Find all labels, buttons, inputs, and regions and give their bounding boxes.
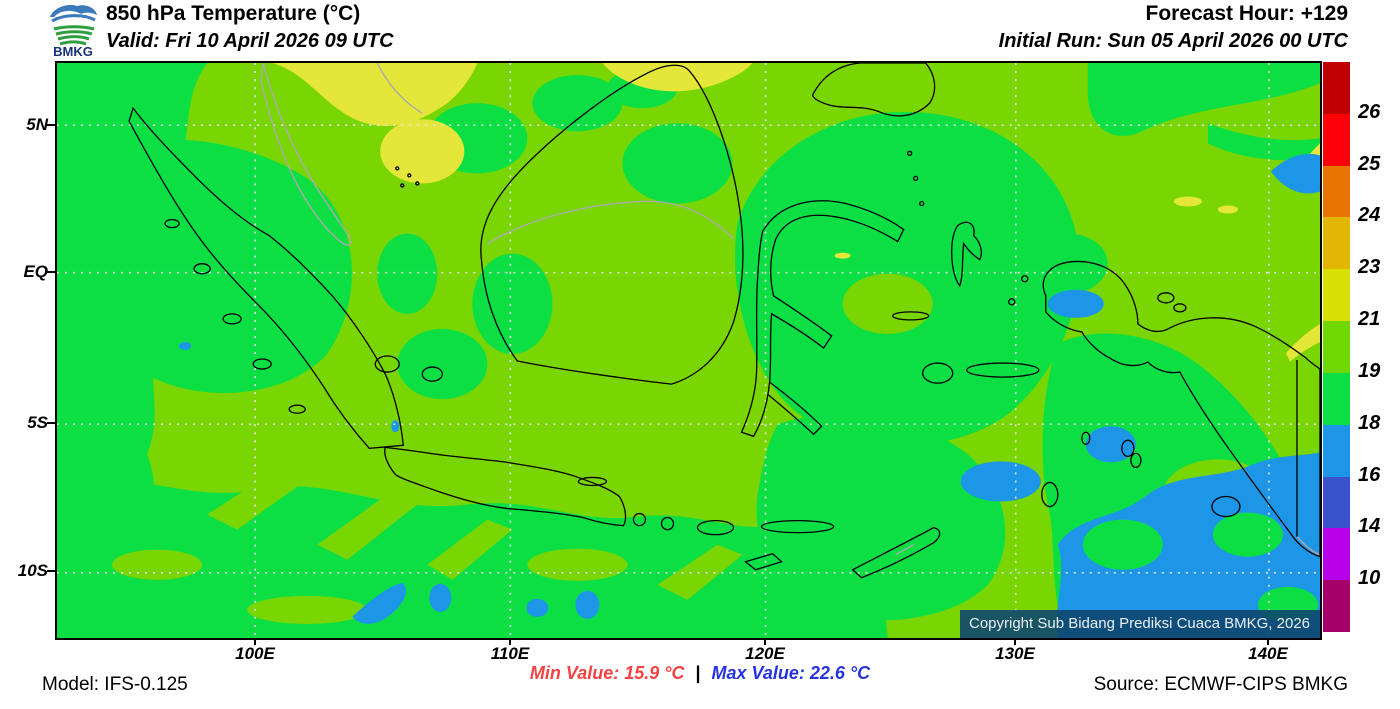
colorbar-segment (1323, 424, 1350, 477)
minmax-separator: | (695, 663, 701, 683)
coastline-timor (851, 526, 941, 579)
coastline-sumatra (128, 106, 404, 450)
logo-text: BMKG (53, 44, 93, 58)
model-label: Model: IFS-0.125 (42, 674, 188, 695)
colorbar-segment (1323, 580, 1350, 632)
coastline-halmahera (951, 221, 982, 288)
colorbar-segment (1323, 476, 1350, 529)
colorbar-segment (1323, 62, 1350, 114)
header-right: Forecast Hour: +129 Initial Run: Sun 05 … (999, 2, 1348, 52)
colorbar-tick-label: 10 (1358, 567, 1381, 590)
minmax-values: Min Value: 15.9 °C | Max Value: 22.6 °C (530, 663, 870, 684)
colorbar-tick-label: 25 (1358, 152, 1381, 175)
coastline-java (384, 446, 627, 527)
lat-tick (47, 570, 55, 572)
lon-tick (1267, 638, 1269, 645)
colorbar-segment (1323, 269, 1350, 322)
colorbar-tick-label: 18 (1358, 411, 1381, 434)
coastline-borneo (480, 64, 744, 385)
lat-tick (47, 124, 55, 126)
colorbar-tick-label: 16 (1358, 463, 1381, 486)
lon-tick (509, 638, 511, 645)
lat-label-5N: 5N (26, 115, 48, 134)
lat-label-5S: 5S (27, 413, 48, 432)
map-svg (57, 63, 1320, 638)
map-frame: Copyright Sub Bidang Prediksi Cuaca BMKG… (55, 61, 1322, 640)
coastline-papua (1042, 260, 1320, 558)
coastline-sulawesi (740, 200, 905, 438)
temp-fill-yellow (272, 63, 1320, 363)
colorbar-segment (1323, 321, 1350, 373)
max-value: Max Value: 22.6 °C (711, 663, 871, 683)
lon-label-120E: 120E (745, 644, 785, 663)
colorbar-tick-label: 26 (1358, 100, 1381, 123)
header-left: 850 hPa Temperature (°C) Valid: Fri 10 A… (106, 2, 394, 52)
lon-tick (764, 638, 766, 645)
source-label: Source: ECMWF-CIPS BMKG (1093, 674, 1348, 695)
lat-label-10S: 10S (17, 561, 48, 580)
copyright-watermark: Copyright Sub Bidang Prediksi Cuaca BMKG… (959, 610, 1320, 638)
colorbar-tick-label: 21 (1358, 308, 1381, 331)
lon-label-110E: 110E (490, 644, 530, 663)
logo-cloud-arc (51, 14, 96, 23)
lat-label-EQ: EQ (23, 262, 48, 281)
lat-tick (47, 271, 55, 273)
colorbar-tick-label: 19 (1358, 359, 1381, 382)
colorbar-tick-label: 14 (1358, 515, 1381, 538)
colorbar-segment (1323, 165, 1350, 218)
lon-label-140E: 140E (1248, 644, 1288, 663)
lon-tick (254, 638, 256, 645)
min-value: Min Value: 15.9 °C (529, 663, 685, 683)
foreign-borders (260, 63, 1320, 556)
lat-tick (47, 422, 55, 424)
lon-label-130E: 130E (995, 644, 1035, 663)
colorbar-tick-label: 23 (1358, 256, 1381, 279)
page-title: 850 hPa Temperature (°C) (106, 2, 361, 25)
colorbar-segment (1323, 217, 1350, 270)
colorbar-segment (1323, 113, 1350, 166)
colorbar-segment (1323, 372, 1350, 425)
logo-green-waves (53, 25, 95, 46)
bmkg-logo: BMKG (50, 5, 97, 58)
colorbar-tick-label: 24 (1358, 204, 1381, 227)
colorbar-segment (1323, 528, 1350, 581)
coastlines (128, 63, 1320, 579)
forecast-hour: Forecast Hour: +129 (1145, 2, 1349, 25)
valid-time: Valid: Fri 10 April 2026 09 UTC (106, 30, 394, 53)
temp-fill-blue (179, 153, 1320, 638)
coastline-mindanao (811, 63, 936, 117)
colorbar (1323, 62, 1350, 632)
lon-label-100E: 100E (235, 644, 275, 663)
initial-run: Initial Run: Sun 05 April 2026 00 UTC (998, 30, 1348, 53)
logo-cloud-shape (50, 5, 97, 17)
lon-tick (1014, 638, 1016, 645)
